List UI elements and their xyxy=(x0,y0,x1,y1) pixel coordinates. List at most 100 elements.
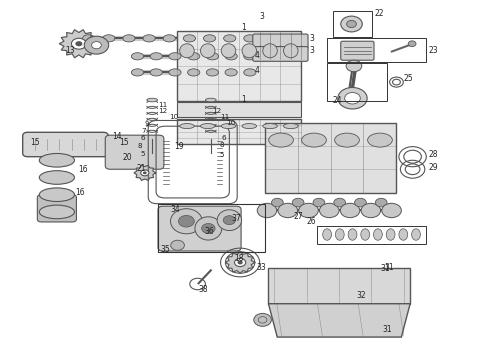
Polygon shape xyxy=(269,304,410,337)
Text: 15: 15 xyxy=(120,138,129,147)
Ellipse shape xyxy=(180,123,194,129)
Ellipse shape xyxy=(39,153,74,167)
Text: 28: 28 xyxy=(428,150,438,159)
Ellipse shape xyxy=(221,44,236,58)
Text: 18: 18 xyxy=(234,255,243,264)
Ellipse shape xyxy=(188,69,200,76)
Text: 1: 1 xyxy=(241,95,246,104)
Circle shape xyxy=(355,198,367,207)
Text: 29: 29 xyxy=(428,163,438,172)
Text: 8: 8 xyxy=(219,142,224,148)
Bar xyxy=(333,12,372,37)
Circle shape xyxy=(292,198,304,207)
Text: 3: 3 xyxy=(310,34,315,43)
Ellipse shape xyxy=(39,205,74,219)
FancyBboxPatch shape xyxy=(23,132,108,157)
Ellipse shape xyxy=(131,53,144,60)
Ellipse shape xyxy=(335,229,344,240)
Text: 6: 6 xyxy=(221,135,226,141)
Ellipse shape xyxy=(143,35,155,42)
Circle shape xyxy=(271,198,283,207)
FancyBboxPatch shape xyxy=(253,34,308,49)
Text: 5: 5 xyxy=(219,152,224,158)
FancyBboxPatch shape xyxy=(265,123,396,193)
Text: 31: 31 xyxy=(384,264,394,273)
Ellipse shape xyxy=(123,35,135,42)
Ellipse shape xyxy=(335,133,359,147)
Circle shape xyxy=(254,314,271,326)
Text: 16: 16 xyxy=(75,188,85,197)
Ellipse shape xyxy=(225,53,237,60)
Circle shape xyxy=(341,16,362,32)
Bar xyxy=(327,39,426,62)
Circle shape xyxy=(235,258,245,266)
Circle shape xyxy=(340,203,360,218)
Text: 25: 25 xyxy=(404,75,414,84)
Ellipse shape xyxy=(163,35,175,42)
Text: 27: 27 xyxy=(294,212,303,221)
Circle shape xyxy=(141,170,149,176)
Circle shape xyxy=(75,41,82,46)
Circle shape xyxy=(344,93,360,104)
Text: 31: 31 xyxy=(380,265,390,274)
Ellipse shape xyxy=(150,53,162,60)
Ellipse shape xyxy=(183,35,196,42)
Bar xyxy=(318,226,426,244)
Bar xyxy=(327,63,387,101)
Ellipse shape xyxy=(188,53,200,60)
Text: 31: 31 xyxy=(383,325,392,334)
Ellipse shape xyxy=(205,98,216,102)
Text: 10: 10 xyxy=(226,120,236,126)
Text: 35: 35 xyxy=(160,246,170,255)
FancyBboxPatch shape xyxy=(158,206,241,251)
Text: 26: 26 xyxy=(307,217,316,226)
Circle shape xyxy=(361,203,381,218)
Ellipse shape xyxy=(39,171,74,184)
Circle shape xyxy=(408,41,416,46)
Circle shape xyxy=(346,60,362,72)
Ellipse shape xyxy=(399,229,408,240)
Circle shape xyxy=(143,171,147,174)
Circle shape xyxy=(299,203,318,218)
Text: 6: 6 xyxy=(141,135,146,141)
Text: 32: 32 xyxy=(356,291,366,300)
Ellipse shape xyxy=(244,35,256,42)
Text: 16: 16 xyxy=(78,165,88,174)
Text: 23: 23 xyxy=(428,46,438,55)
Ellipse shape xyxy=(169,53,181,60)
Text: 4: 4 xyxy=(255,51,260,60)
Text: 4: 4 xyxy=(255,66,260,75)
Polygon shape xyxy=(59,30,98,58)
Text: 3: 3 xyxy=(260,12,265,21)
Ellipse shape xyxy=(368,133,392,147)
Ellipse shape xyxy=(269,133,294,147)
Text: 12: 12 xyxy=(158,108,167,114)
Text: 5: 5 xyxy=(141,151,146,157)
Ellipse shape xyxy=(263,44,277,58)
Ellipse shape xyxy=(242,44,257,58)
Text: 37: 37 xyxy=(232,214,242,223)
Ellipse shape xyxy=(225,69,237,76)
Text: 38: 38 xyxy=(198,284,208,293)
Text: 12: 12 xyxy=(212,108,221,114)
Ellipse shape xyxy=(244,69,256,76)
Text: 20: 20 xyxy=(123,153,132,162)
Circle shape xyxy=(278,203,297,218)
Ellipse shape xyxy=(373,229,382,240)
Text: 19: 19 xyxy=(174,142,184,151)
Ellipse shape xyxy=(386,229,395,240)
Circle shape xyxy=(375,198,387,207)
FancyBboxPatch shape xyxy=(341,41,374,60)
Ellipse shape xyxy=(203,35,216,42)
Circle shape xyxy=(72,38,86,49)
Ellipse shape xyxy=(263,123,277,129)
Ellipse shape xyxy=(244,53,256,60)
Text: 9: 9 xyxy=(145,121,149,127)
Ellipse shape xyxy=(242,123,257,129)
Ellipse shape xyxy=(131,69,144,76)
Text: 21: 21 xyxy=(137,164,146,173)
FancyBboxPatch shape xyxy=(176,119,301,144)
Ellipse shape xyxy=(171,209,202,234)
Text: 7: 7 xyxy=(142,128,146,134)
Text: 13: 13 xyxy=(65,46,75,55)
